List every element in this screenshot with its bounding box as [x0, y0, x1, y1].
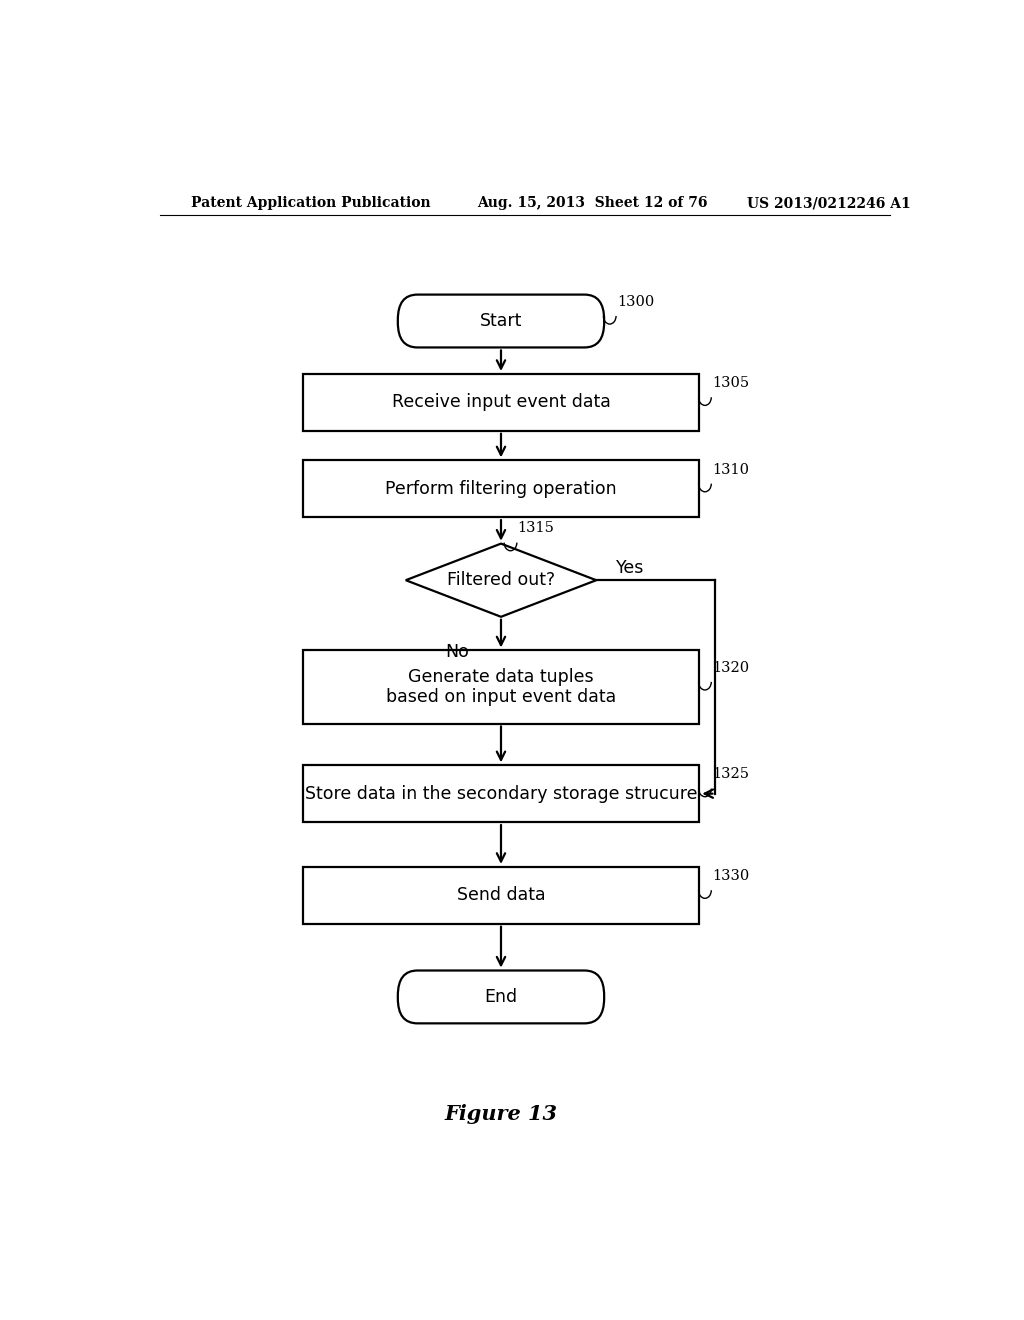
Bar — [303, 867, 699, 924]
Text: 1300: 1300 — [616, 294, 654, 309]
Text: Send data: Send data — [457, 886, 546, 904]
Text: 1310: 1310 — [712, 462, 750, 477]
FancyBboxPatch shape — [397, 970, 604, 1023]
FancyBboxPatch shape — [397, 294, 604, 347]
Text: 1320: 1320 — [712, 661, 750, 675]
Text: Receive input event data: Receive input event data — [391, 393, 610, 412]
Text: 1315: 1315 — [518, 521, 555, 536]
Bar — [303, 374, 699, 430]
Text: Yes: Yes — [616, 558, 644, 577]
Text: Filtered out?: Filtered out? — [446, 572, 555, 589]
Text: No: No — [445, 643, 469, 661]
Text: Start: Start — [480, 312, 522, 330]
Bar — [303, 651, 699, 723]
Text: 1330: 1330 — [712, 869, 750, 883]
Text: End: End — [484, 987, 517, 1006]
Text: Perform filtering operation: Perform filtering operation — [385, 479, 616, 498]
Text: Aug. 15, 2013  Sheet 12 of 76: Aug. 15, 2013 Sheet 12 of 76 — [477, 197, 708, 210]
Text: US 2013/0212246 A1: US 2013/0212246 A1 — [748, 197, 910, 210]
Text: 1325: 1325 — [712, 767, 750, 781]
Text: Store data in the secondary storage strucure: Store data in the secondary storage stru… — [305, 784, 697, 803]
Bar — [303, 766, 699, 822]
Bar — [303, 461, 699, 517]
Text: 1305: 1305 — [712, 376, 750, 391]
Text: Figure 13: Figure 13 — [444, 1104, 557, 1123]
Text: Patent Application Publication: Patent Application Publication — [191, 197, 431, 210]
Text: Generate data tuples
based on input event data: Generate data tuples based on input even… — [386, 668, 616, 706]
Polygon shape — [406, 544, 596, 616]
